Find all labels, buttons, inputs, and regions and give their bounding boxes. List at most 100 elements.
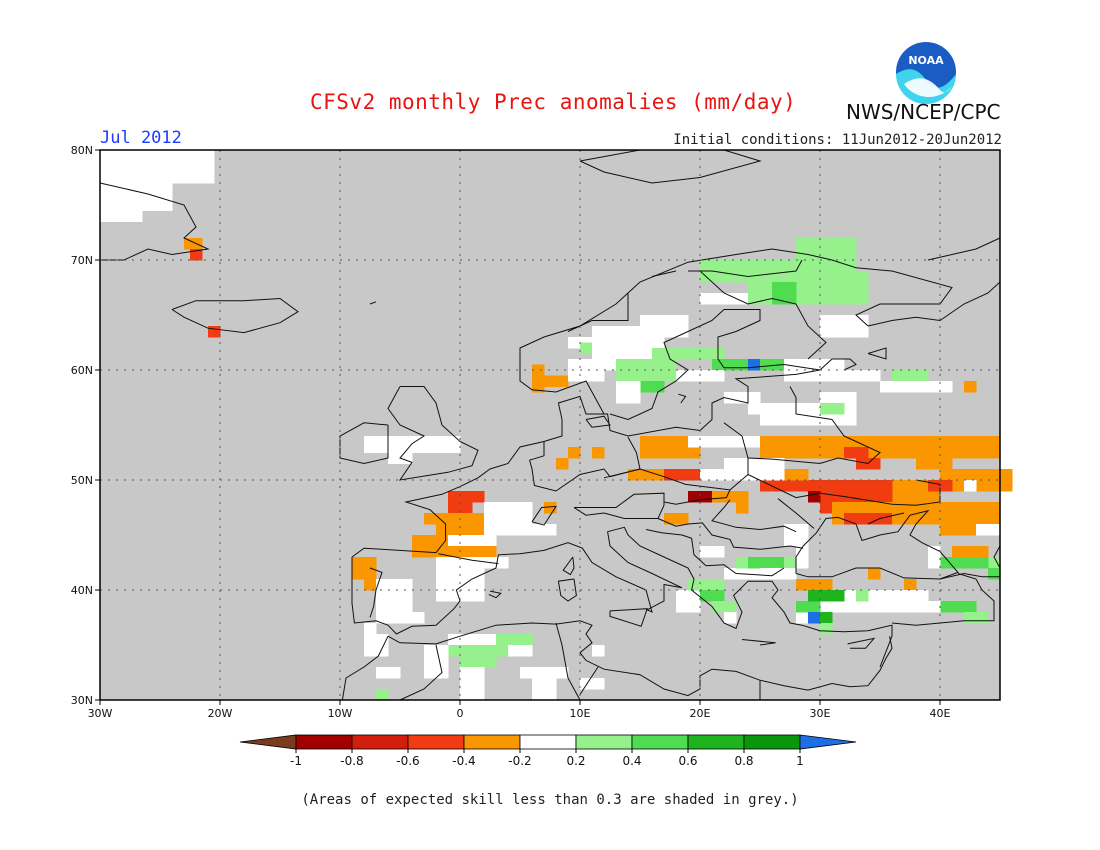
anomaly-cell-white bbox=[760, 568, 797, 580]
anomaly-cell-orange bbox=[964, 381, 977, 393]
anomaly-cell-orange bbox=[556, 458, 569, 470]
coastline-segment bbox=[369, 567, 383, 618]
colorbar-arrow-right bbox=[799, 734, 857, 750]
anomaly-cell-green bbox=[760, 359, 785, 371]
anomaly-cell-white bbox=[172, 150, 215, 184]
anomaly-cell-white bbox=[412, 436, 461, 453]
coastline-segment bbox=[579, 666, 599, 695]
map-frame bbox=[99, 149, 1001, 701]
anomaly-cell-red bbox=[844, 513, 893, 525]
anomaly-cell-white bbox=[928, 601, 941, 613]
anomaly-cell-white bbox=[880, 381, 941, 393]
colorbar-label: 0.2 bbox=[566, 754, 585, 768]
anomaly-cell-dark_red bbox=[688, 491, 713, 503]
anomaly-cell-orange bbox=[952, 546, 989, 558]
anomaly-cell-white bbox=[448, 634, 497, 646]
map-title: CFSv2 monthly Prec anomalies (mm/day) bbox=[310, 90, 797, 114]
skill-mask-background bbox=[100, 150, 1000, 700]
coastline-segment bbox=[519, 248, 953, 415]
anomaly-cell-white bbox=[484, 557, 509, 569]
anomaly-cell-orange bbox=[424, 513, 437, 525]
anomaly-cell-red bbox=[208, 326, 221, 338]
colorbar-swatch bbox=[407, 734, 465, 750]
anomaly-cell-red bbox=[664, 469, 701, 481]
lat-tick-label: 70N bbox=[71, 254, 93, 267]
colorbar-label: -0.2 bbox=[508, 754, 531, 768]
lon-tick-label: 30W bbox=[88, 707, 113, 720]
coastline-segment bbox=[891, 573, 995, 626]
anomaly-cell-green bbox=[796, 601, 821, 613]
colorbar-label: 0.8 bbox=[734, 754, 753, 768]
coastline-segment bbox=[678, 393, 687, 404]
colorbar-label: -1 bbox=[290, 754, 302, 768]
anomaly-cell-light_green bbox=[448, 645, 509, 657]
coastline-segment bbox=[699, 270, 827, 360]
logo-text: NOAA bbox=[908, 54, 944, 67]
anomaly-cell-white bbox=[916, 381, 953, 393]
anomaly-cell-white bbox=[748, 403, 821, 415]
anomaly-cell-white bbox=[928, 546, 941, 569]
anomaly-cell-white bbox=[592, 645, 605, 657]
colorbar-label: 0.4 bbox=[622, 754, 641, 768]
lat-tick-label: 50N bbox=[71, 474, 93, 487]
lon-tick-label: 30E bbox=[810, 707, 831, 720]
coastline-segment bbox=[488, 590, 502, 599]
anomaly-cell-white bbox=[724, 458, 785, 481]
coastline-segment bbox=[819, 358, 857, 371]
colorbar-label: -0.4 bbox=[452, 754, 475, 768]
initial-conditions: Initial conditions: 11Jun2012-20Jun2012 bbox=[673, 132, 1002, 148]
anomaly-cell-orange bbox=[184, 238, 203, 250]
anomaly-cell-orange bbox=[628, 469, 665, 481]
coastline-segment bbox=[705, 564, 785, 577]
anomaly-cell-green bbox=[988, 568, 1001, 580]
coastline-segment bbox=[339, 422, 389, 465]
anomaly-cell-light_green bbox=[688, 348, 725, 360]
anomaly-cell-white bbox=[100, 150, 173, 211]
coastline-segment bbox=[651, 270, 677, 277]
anomaly-cell-white bbox=[976, 524, 1001, 536]
agency-label: NWS/NCEP/CPC bbox=[846, 100, 1001, 124]
lon-tick-label: 0 bbox=[457, 707, 464, 720]
anomaly-cell-orange bbox=[412, 546, 485, 558]
anomaly-cell-light_green bbox=[688, 579, 725, 591]
anomaly-cell-white bbox=[784, 359, 845, 382]
coastline-segment bbox=[867, 281, 1001, 327]
anomaly-cell-light_green bbox=[796, 238, 857, 272]
anomaly-cell-orange bbox=[532, 381, 545, 393]
anomaly-cell-red bbox=[760, 480, 833, 492]
anomaly-cell-orange bbox=[712, 491, 749, 503]
anomaly-cell-red bbox=[190, 249, 203, 261]
anomaly-cell-light_green bbox=[964, 612, 989, 624]
anomaly-cell-orange bbox=[940, 524, 989, 536]
colorbar-swatch bbox=[351, 734, 409, 750]
colorbar: -1 -0.8 -0.6 -0.4 -0.2 0.2 0.4 0.6 0.8 1 bbox=[239, 734, 857, 768]
anomaly-cell-dark_red bbox=[808, 491, 821, 503]
anomaly-cell-white bbox=[616, 381, 641, 404]
coastline-segment bbox=[777, 498, 815, 529]
coastline-segment bbox=[555, 622, 581, 701]
coastline-segment bbox=[341, 635, 389, 701]
colorbar-label: 1 bbox=[796, 754, 804, 768]
coastline-segment bbox=[387, 386, 479, 481]
anomaly-cell-white bbox=[832, 590, 929, 613]
noaa-logo-icon: NOAA bbox=[896, 42, 956, 104]
anomaly-cell-white bbox=[496, 513, 521, 536]
coastline-segment bbox=[557, 578, 577, 602]
anomaly-cell-orange bbox=[544, 375, 569, 387]
anomaly-cell-white bbox=[532, 524, 557, 536]
coastline-segment bbox=[867, 347, 887, 360]
coastline-segment bbox=[657, 518, 804, 550]
coastline-segment bbox=[438, 553, 499, 565]
anomaly-cell-white bbox=[460, 667, 485, 701]
anomaly-cell-white bbox=[796, 546, 809, 569]
coastline-segment bbox=[528, 436, 641, 492]
lat-tick-label: 40N bbox=[71, 584, 93, 597]
coastline-segment bbox=[711, 499, 797, 533]
anomaly-cell-white bbox=[784, 524, 809, 547]
anomaly-cell-orange bbox=[532, 364, 545, 382]
anomaly-cell-orange bbox=[640, 436, 701, 459]
anomaly-cell-green bbox=[748, 557, 785, 569]
anomaly-cell-orange bbox=[568, 447, 581, 459]
anomaly-cell-light_green bbox=[820, 403, 845, 415]
anomaly-cell-orange bbox=[796, 579, 833, 591]
